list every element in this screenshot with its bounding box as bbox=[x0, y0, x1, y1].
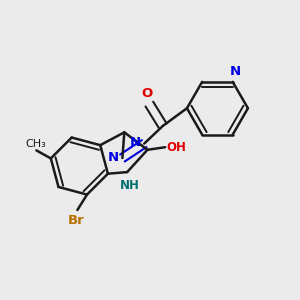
Text: O: O bbox=[142, 87, 153, 100]
Text: N: N bbox=[107, 151, 118, 164]
Text: OH: OH bbox=[167, 141, 187, 154]
Text: N: N bbox=[130, 136, 141, 149]
Text: CH₃: CH₃ bbox=[25, 139, 46, 149]
Text: NH: NH bbox=[120, 178, 140, 191]
Text: N: N bbox=[230, 65, 241, 78]
Text: Br: Br bbox=[68, 214, 84, 227]
